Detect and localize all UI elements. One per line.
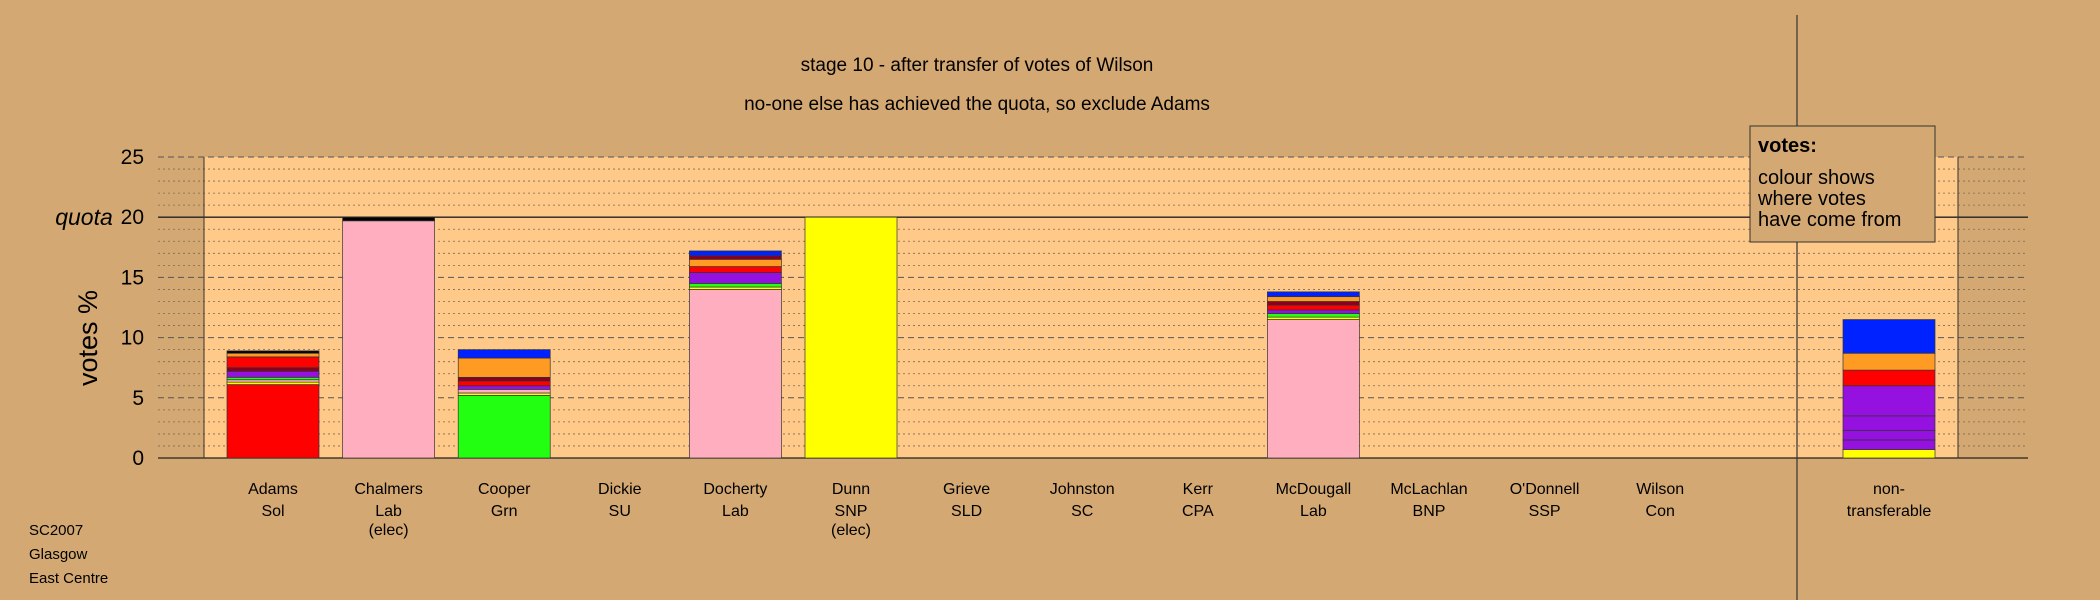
nontransferable-segment [1842,429,1936,441]
bar-segment [689,272,782,284]
footer-line-2: Glasgow [29,546,88,563]
bar-segment [689,258,782,267]
bar-segment [689,283,782,288]
x-tick-label-party: Grn [491,503,518,520]
bar-segment [226,376,320,381]
x-tick-label-nontransferable: non- [1873,481,1905,498]
legend-title: votes: [1758,135,1817,157]
footer-line-1: SC2007 [29,522,83,539]
x-tick-label-party: Sol [261,503,284,520]
x-tick-label-party: SC [1071,503,1093,520]
bar-segment [226,350,320,354]
x-tick-label-party: BNP [1413,503,1446,520]
nontransferable-segment [1842,439,1936,450]
bar-segment [342,216,435,222]
bar-segment [689,250,782,257]
nontransferable-segment [1842,385,1936,417]
bar-segment [226,356,320,369]
x-tick-label-name: Docherty [703,481,767,498]
legend-line: have come from [1758,209,1901,231]
bar-segment [689,289,782,459]
x-tick-label-name: Dunn [832,481,870,498]
nontransferable-segment [1842,369,1936,387]
bar-segment [804,216,898,459]
bar-segment [1267,316,1360,320]
x-tick-label-party: Lab [722,503,749,520]
y-tick-label: 10 [121,327,144,350]
bars [226,216,1936,459]
y-tick-label: 5 [132,387,144,410]
bar-segment [1267,301,1360,306]
x-tick-label-name: Wilson [1636,481,1684,498]
x-tick-label-party: Lab [1300,503,1327,520]
footer-line-3: East Centre [29,570,108,587]
legend-line: colour shows [1758,167,1875,189]
chart-subtitle: no-one else has achieved the quota, so e… [744,94,1210,115]
legend-line: where votes [1757,188,1866,210]
x-tick-label-name: Johnston [1050,481,1115,498]
quota-label: quota [55,204,113,230]
bar-segment [226,352,320,358]
bar-segment [1267,296,1360,302]
x-tick-label-note: (elec) [831,522,871,539]
bar-segment [1267,319,1360,459]
bar-segment [226,381,320,385]
x-tick-label-party: SU [609,503,631,520]
nontransferable-segment [1842,415,1936,431]
y-axis-label: votes % [73,290,103,386]
bar-segment [226,379,320,383]
x-tick-label-name: McLachlan [1390,481,1467,498]
bar-segment [457,392,551,396]
x-tick-label-name: Grieve [943,481,990,498]
bar-segment [1267,309,1360,314]
nontransferable-segment [1842,449,1936,459]
bar-segment [1267,291,1360,298]
bar-segment [1267,313,1360,318]
y-tick-label: 20 [121,206,144,229]
bar-segment [689,286,782,290]
nontransferable-segment [1842,319,1936,354]
bar-segment [457,357,551,378]
bar-segment [457,385,551,390]
bar-segment [689,255,782,260]
legend-box [1749,125,1936,243]
bar-segment [689,266,782,273]
x-tick-label-party: CPA [1182,503,1214,520]
bar-segment [457,395,551,459]
x-tick-label-note: (elec) [369,522,409,539]
chart-title: stage 10 - after transfer of votes of Wi… [801,55,1154,76]
nontransferable-segment [1842,352,1936,371]
bar-segment [226,370,320,378]
x-tick-label-party: SSP [1529,503,1561,520]
bar-segment [457,389,551,394]
bar-segment [1267,304,1360,311]
x-tick-label-name: O'Donnell [1510,481,1580,498]
x-tick-label-name: Adams [248,481,298,498]
x-tick-label-party: Lab [375,503,402,520]
x-tick-label-name: Chalmers [354,481,422,498]
y-tick-label: 25 [121,146,144,169]
x-tick-label-party: SNP [835,503,868,520]
bar-segment [342,220,435,459]
y-tick-label: 15 [121,266,144,289]
bar-segment [457,376,551,382]
x-tick-label-name: Cooper [478,481,531,498]
x-tick-label-name: Kerr [1183,481,1214,498]
x-axis-labels: Adams Sol Chalmers Lab (elec) Cooper Grn Dickie… [248,481,1931,539]
bar-segment [457,349,551,359]
y-axis-ticks: 0 5 10 15 20 25 [121,146,144,470]
bar-segment [226,384,320,459]
legend: votes: colour shows where votes have com… [1749,125,1936,243]
x-tick-label-name: Dickie [598,481,642,498]
x-tick-label-name: McDougall [1276,481,1352,498]
y-tick-label: 0 [132,447,144,470]
bar-segment [226,367,320,372]
x-tick-label-party: SLD [951,503,982,520]
x-tick-label-party: Con [1646,503,1675,520]
x-tick-label-nontransferable: transferable [1847,503,1932,520]
bar-segment [457,380,551,387]
